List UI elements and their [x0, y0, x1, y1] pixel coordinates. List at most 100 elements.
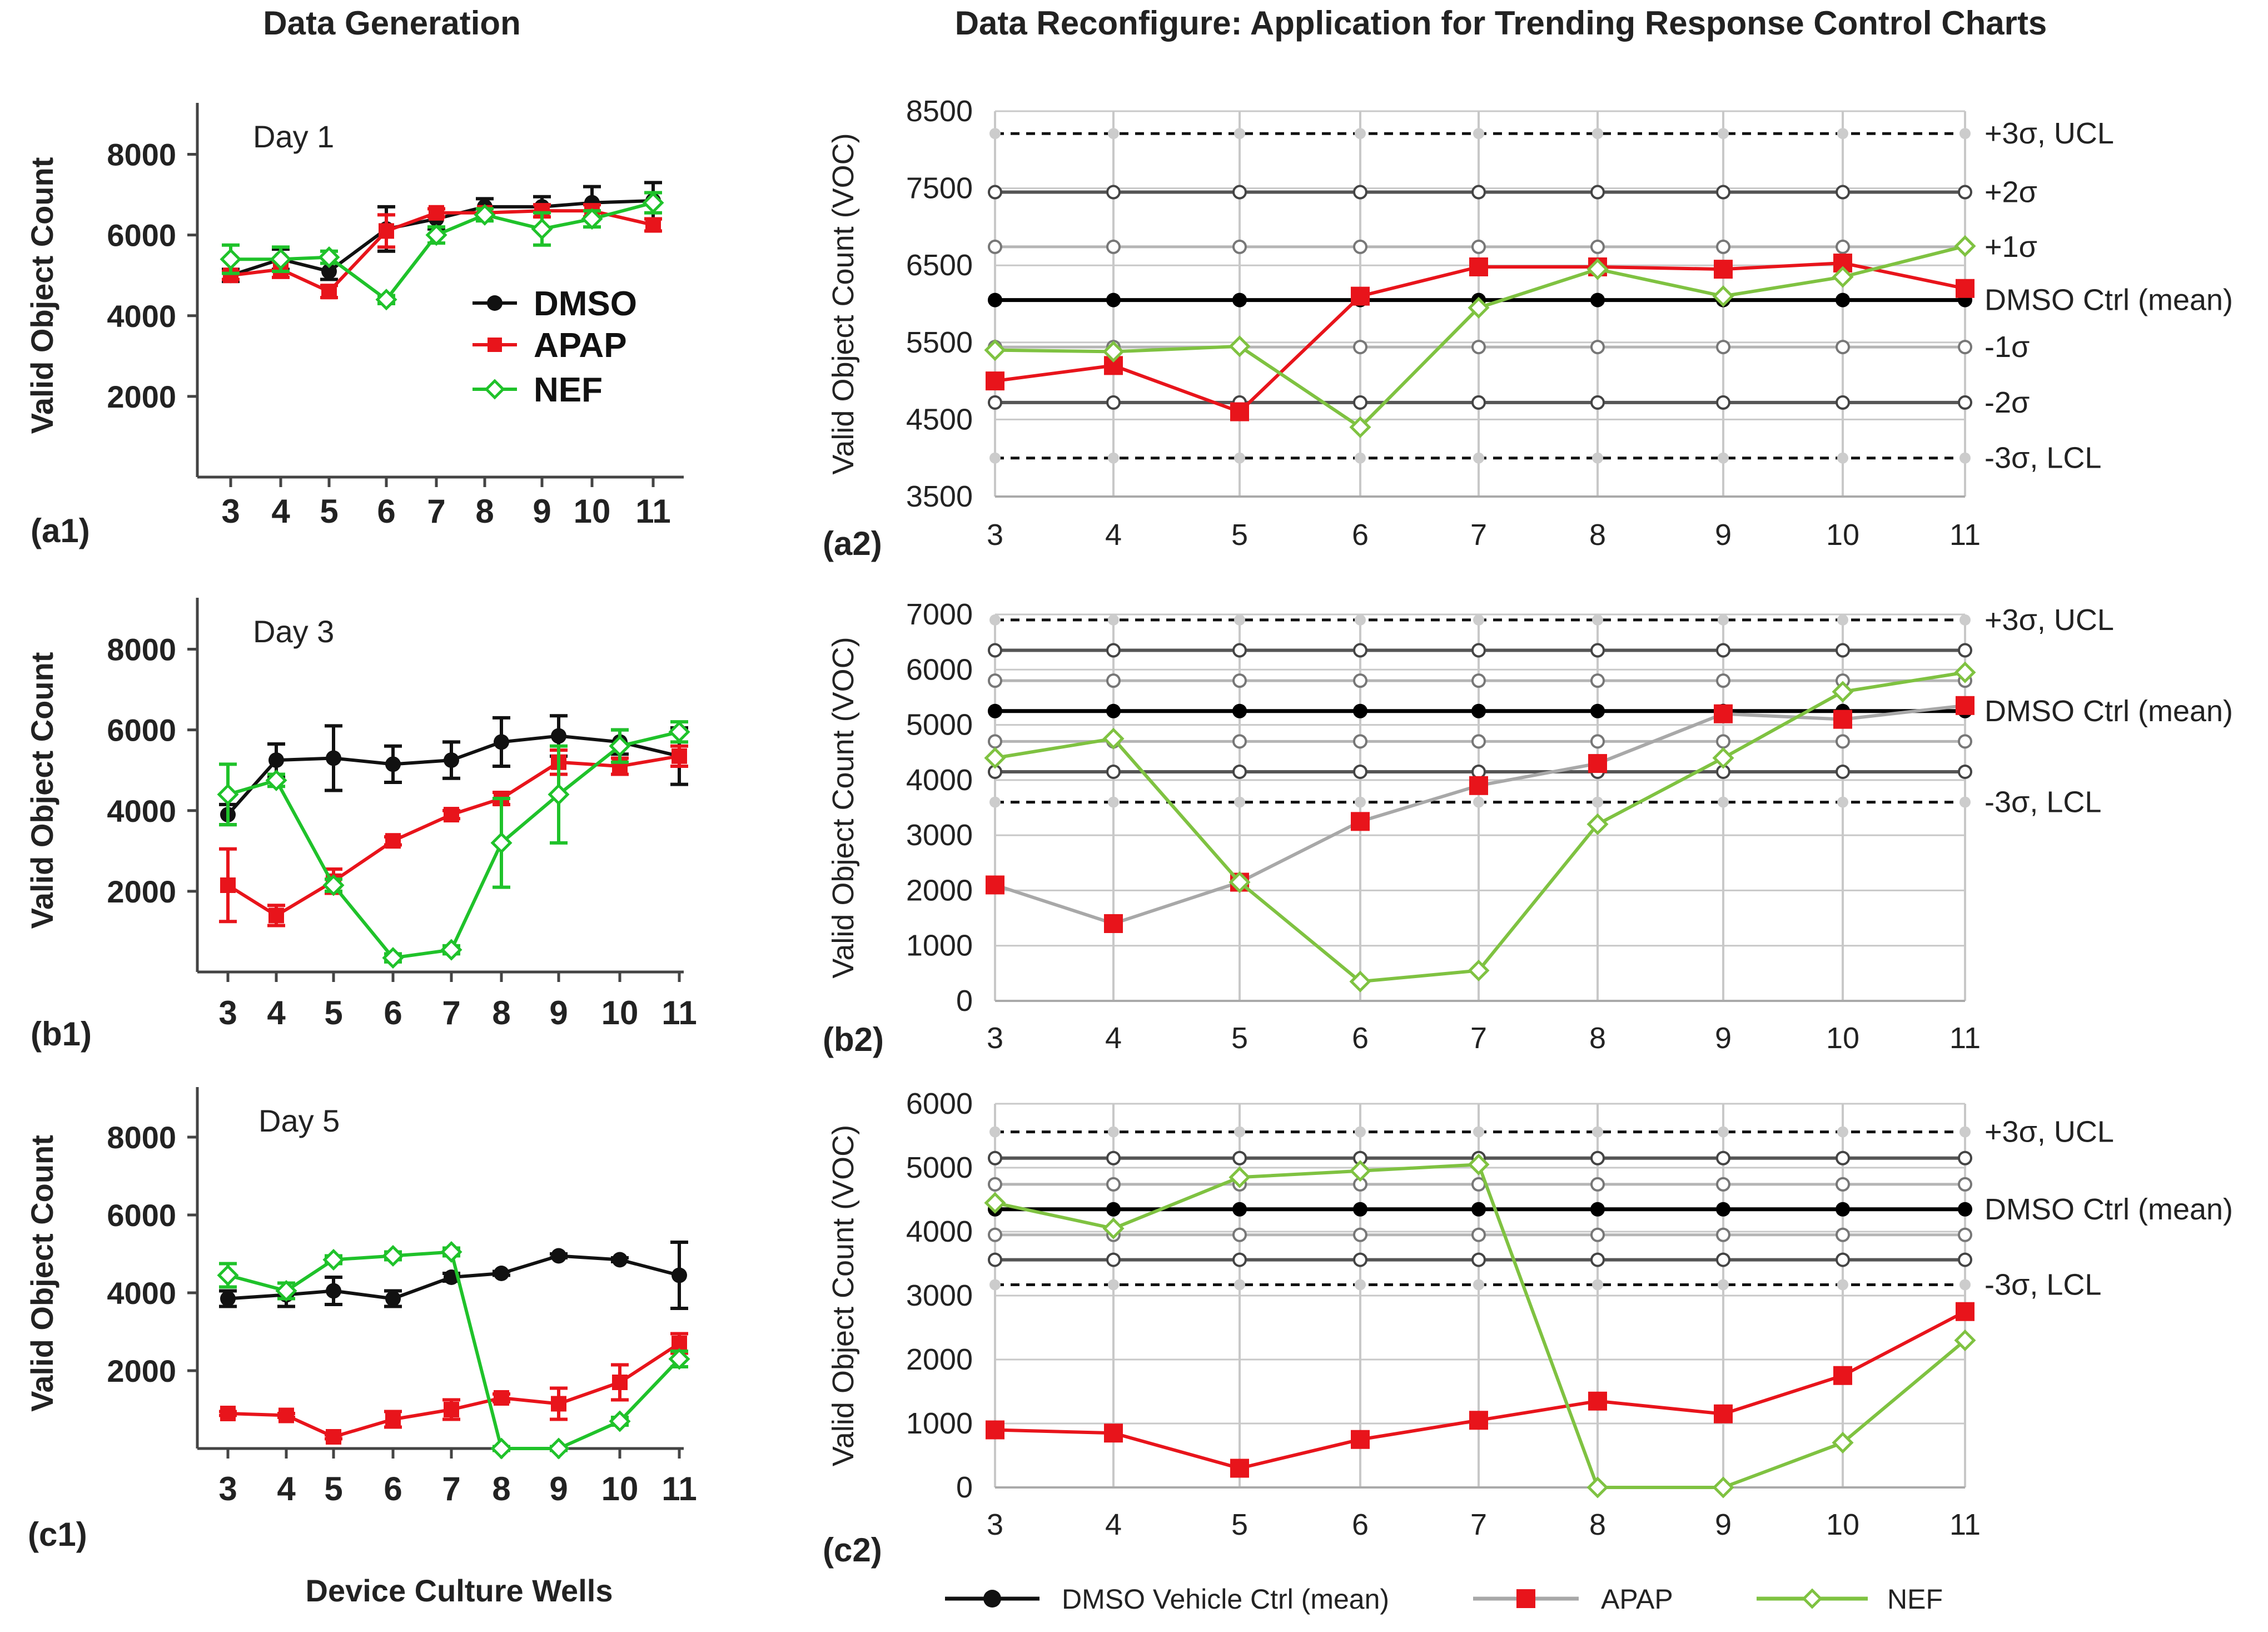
y-tick-label: 7500: [906, 172, 973, 205]
control-marker: [1106, 292, 1121, 307]
series-line: [994, 1310, 1966, 1470]
control-line: [988, 1227, 1972, 1242]
x-tick-label: 8: [492, 994, 510, 1031]
panel-a1: (a1) Valid Object Count 2000 4000 6000 8000 3 4…: [24, 103, 684, 549]
x-tick-label: 4: [1105, 518, 1122, 552]
control-marker: [1592, 1279, 1603, 1291]
y-tick-label: 2000: [906, 1343, 973, 1376]
data-point: [1230, 402, 1249, 421]
control-marker: [1353, 185, 1367, 200]
x-tick-label: 6: [1352, 1508, 1369, 1541]
control-marker: [1716, 239, 1730, 254]
data-point: [1102, 1217, 1125, 1239]
control-marker: [1958, 1227, 1972, 1242]
y-tick-label: 4000: [906, 763, 973, 797]
control-marker: [1590, 1177, 1605, 1192]
data-point: [1468, 959, 1490, 981]
panel-label: (a1): [31, 512, 90, 549]
y-tick-label: 2000: [107, 874, 176, 909]
heading-left: Data Generation: [263, 4, 520, 42]
control-marker: [1234, 614, 1245, 626]
x-tick-label: 10: [1826, 518, 1859, 552]
control-marker: [988, 703, 1002, 718]
y-tick-label: 6000: [906, 1087, 973, 1120]
control-marker: [1471, 703, 1486, 718]
series-apap: [219, 744, 688, 927]
day-annotation: Day 5: [258, 1103, 340, 1138]
x-tick-label: 3: [218, 994, 237, 1031]
y-tick-label: 6000: [906, 653, 973, 686]
data-point: [385, 756, 401, 772]
control-marker: [1590, 340, 1605, 355]
data-point: [1230, 1459, 1249, 1478]
control-marker: [989, 128, 1001, 140]
data-point: [321, 263, 337, 279]
control-marker: [1716, 1177, 1730, 1192]
control-marker: [1108, 1126, 1119, 1138]
x-tick-label: 4: [271, 493, 290, 530]
data-point: [444, 807, 459, 823]
y-tick-label: 8000: [107, 632, 176, 667]
control-marker: [1590, 703, 1605, 718]
data-point: [1349, 970, 1371, 993]
data-point: [220, 248, 242, 270]
x-tick-label: 10: [1826, 1508, 1859, 1541]
data-point: [986, 875, 1004, 895]
control-marker: [988, 395, 1002, 410]
control-line-label: -3σ, LCL: [1984, 786, 2101, 819]
data-point: [275, 1279, 297, 1302]
data-point: [322, 874, 345, 896]
panel-a2: (a2) Valid Object Count (VOC) 3500 4500 5500…: [823, 95, 2233, 562]
x-tick-label: 5: [1231, 1508, 1248, 1541]
data-point: [1104, 1423, 1123, 1443]
control-marker: [1716, 395, 1730, 410]
control-line: [988, 734, 1972, 749]
data-point: [425, 224, 447, 246]
control-marker: [1836, 1227, 1850, 1242]
control-marker: [1232, 185, 1247, 200]
control-line-label: DMSO Ctrl (mean): [1984, 695, 2233, 728]
control-marker: [1232, 764, 1247, 779]
control-marker: [1353, 734, 1367, 749]
control-marker: [1471, 185, 1486, 200]
y-tick-label: 7000: [906, 598, 973, 631]
data-point: [220, 1291, 236, 1307]
data-point: [326, 1429, 341, 1445]
data-point: [440, 939, 462, 961]
control-marker: [1959, 128, 1971, 140]
control-marker: [1590, 185, 1605, 200]
control-line-label: +3σ, UCL: [1984, 1115, 2114, 1149]
y-tick-label: 4500: [906, 403, 973, 436]
control-marker: [1718, 128, 1729, 140]
control-marker: [1837, 1279, 1848, 1291]
control-marker: [1232, 239, 1247, 254]
y-tick-label: 5500: [906, 326, 973, 359]
data-point: [612, 1252, 628, 1268]
control-line: [988, 764, 1972, 779]
legend-label: DMSO: [534, 285, 637, 323]
data-point: [1956, 279, 1974, 298]
data-point: [986, 371, 1004, 391]
day-annotation: Day 1: [253, 119, 334, 154]
control-marker: [1232, 673, 1247, 688]
data-point: [474, 204, 496, 226]
x-tick-label: 8: [492, 1470, 510, 1507]
control-marker: [1959, 614, 1971, 626]
panel-label: (b1): [31, 1015, 92, 1053]
control-marker: [988, 643, 1002, 658]
control-marker: [1106, 703, 1121, 718]
data-point: [1351, 812, 1370, 831]
control-line-label: -3σ, LCL: [1984, 442, 2101, 475]
control-marker: [1590, 239, 1605, 254]
control-marker: [1471, 764, 1486, 779]
y-tick-label: 6000: [107, 218, 176, 253]
control-line-label: +2σ: [1984, 176, 2037, 209]
control-marker: [1471, 395, 1486, 410]
y-axis-label: Valid Object Count: [24, 157, 59, 434]
x-tick-label: 6: [377, 493, 395, 530]
y-tick-label: 4000: [906, 1215, 973, 1248]
control-line: +1σ: [988, 230, 2037, 264]
x-tick-label: 8: [1589, 1508, 1606, 1541]
control-marker: [1716, 1202, 1730, 1217]
panel-label: (a2): [823, 525, 882, 562]
